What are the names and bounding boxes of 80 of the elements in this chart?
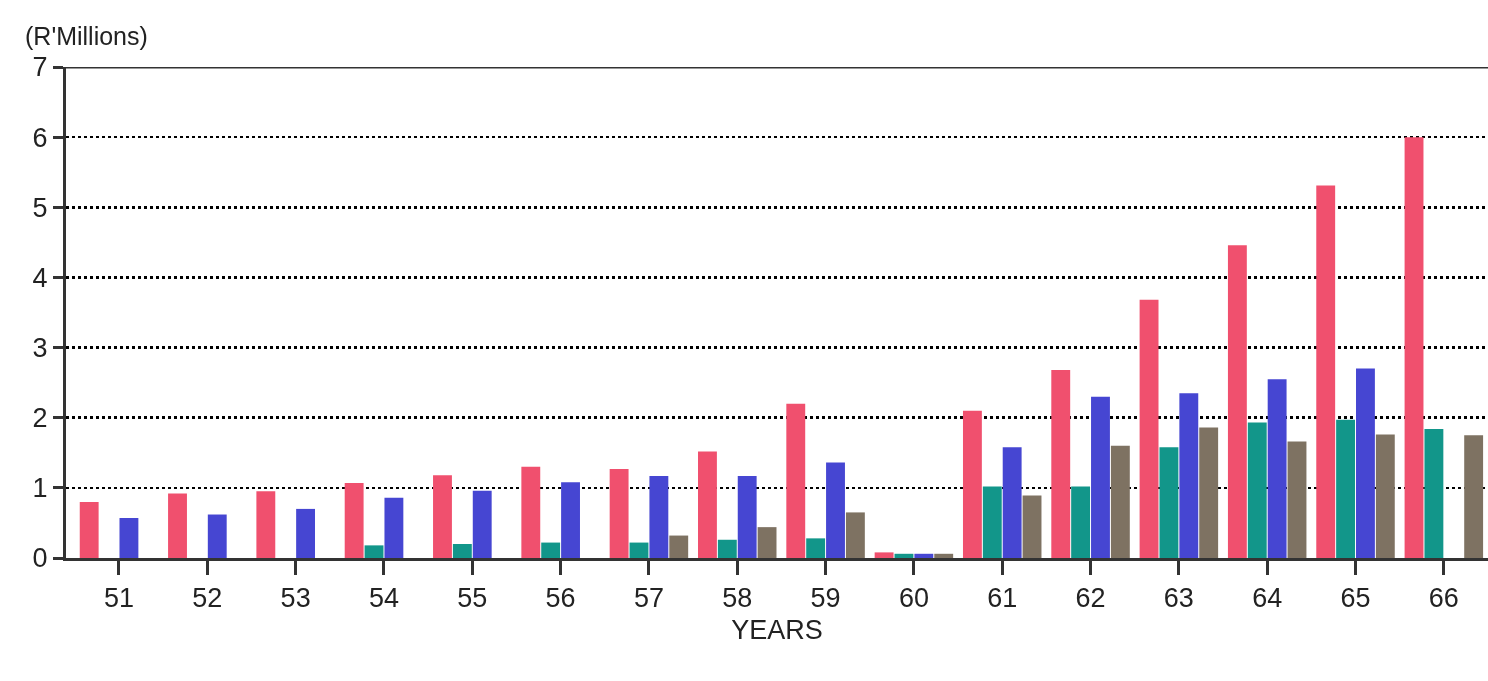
bar [1139, 299, 1159, 558]
bar [914, 553, 934, 558]
bar [1267, 379, 1287, 558]
bar [452, 543, 472, 558]
x-axis-title: YEARS [731, 614, 823, 645]
bar [717, 539, 737, 558]
bar [649, 475, 669, 558]
y-tick-label: 1 [32, 473, 48, 504]
bar [1464, 435, 1484, 558]
bar [1316, 185, 1336, 558]
x-tick-label: 60 [898, 583, 929, 614]
bar [806, 538, 826, 558]
bar [1424, 428, 1444, 558]
bar [669, 535, 689, 558]
bar [1002, 447, 1022, 558]
x-tick-label: 53 [280, 583, 311, 614]
bar [894, 553, 914, 558]
bar [1404, 137, 1424, 558]
bar [1159, 447, 1179, 558]
bar [757, 527, 777, 558]
x-tick-label: 59 [810, 583, 841, 614]
bar [256, 491, 276, 558]
bar [1179, 393, 1199, 558]
x-tick-label: 51 [103, 583, 135, 614]
bar [1227, 245, 1247, 558]
bar [364, 545, 384, 558]
bar [119, 518, 139, 558]
x-tick-label: 63 [1163, 583, 1194, 614]
bar [737, 475, 757, 558]
x-tick-label: 65 [1340, 583, 1371, 614]
bar [1091, 396, 1110, 558]
x-tick-label: 54 [368, 583, 399, 614]
bar [79, 501, 99, 558]
bar [1051, 370, 1071, 558]
bar [1356, 368, 1375, 558]
bar [1247, 422, 1267, 558]
y-tick-label: 2 [32, 403, 48, 434]
bar [845, 512, 865, 558]
bar [1287, 441, 1307, 558]
x-tick-label: 55 [457, 583, 488, 614]
bar [1375, 434, 1395, 558]
y-tick-label: 7 [32, 52, 48, 83]
x-tick-label: 58 [722, 583, 753, 614]
y-tick-label: 3 [32, 333, 48, 364]
x-tick-label: 66 [1428, 583, 1459, 614]
bar [982, 486, 1002, 558]
bar [874, 552, 894, 558]
x-tick-label: 57 [633, 583, 664, 614]
bar [1199, 427, 1219, 558]
bar [962, 410, 982, 558]
bar [384, 497, 404, 558]
bar [629, 542, 649, 558]
x-tick-label: 61 [987, 583, 1018, 614]
bar [934, 553, 954, 558]
bar [1336, 419, 1356, 558]
bar [433, 475, 452, 558]
bar [168, 493, 187, 558]
bar [786, 403, 806, 558]
x-tick-label: 52 [192, 583, 223, 614]
bar [609, 468, 629, 558]
y-tick-label: 6 [32, 122, 48, 153]
y-tick-label: 4 [32, 262, 48, 293]
bar [472, 490, 492, 558]
bar [344, 482, 364, 558]
x-tick-label: 62 [1075, 583, 1106, 614]
bar [1071, 486, 1091, 558]
bar [541, 542, 561, 558]
bar [207, 514, 227, 558]
bar [698, 451, 717, 558]
x-tick-label: 56 [545, 583, 576, 614]
bar [296, 508, 316, 558]
bar [521, 466, 541, 558]
bar [826, 462, 845, 558]
y-axis-title: (R'Millions) [25, 22, 148, 50]
x-tick-label: 64 [1252, 583, 1283, 614]
y-tick-label: 5 [32, 192, 48, 223]
bar [1022, 495, 1042, 558]
bar [561, 482, 580, 558]
bar [1110, 445, 1130, 558]
y-tick-label: 0 [32, 543, 48, 574]
